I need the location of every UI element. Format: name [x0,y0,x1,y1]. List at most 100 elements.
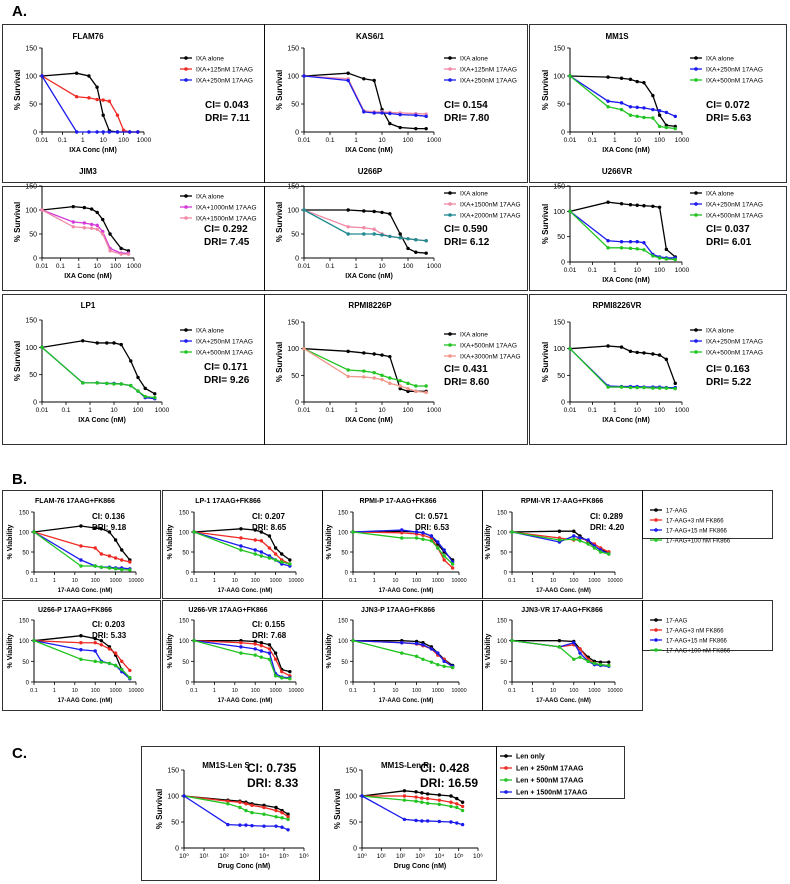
series-line [569,75,676,128]
data-point [101,217,105,222]
legend-label: IXA+1000nM 17AAG [196,205,257,212]
series-line [33,525,131,561]
y-tick-label: 0 [561,400,565,407]
y-tick-label: 100 [497,639,508,645]
data-point [420,791,424,795]
y-axis-label: % Viability [485,633,492,668]
data-point [460,822,465,827]
data-point [267,647,272,651]
chart-title: MM1S-Len R [381,761,429,770]
data-point [557,638,562,643]
data-point [239,548,243,552]
data-point [425,819,430,823]
data-point [424,251,428,255]
data-point [32,530,36,534]
x-tick-label: 10⁵ [454,853,464,860]
x-tick-label: 1 [77,263,81,270]
y-tick-label: 0 [186,571,190,577]
data-point [259,641,264,645]
data-point [286,812,290,816]
legend-label: IXA+250nM 17AAG [460,78,517,85]
data-point [651,204,655,208]
data-point [119,246,123,251]
data-point [414,799,418,803]
legend-label: IXA alone [706,328,734,335]
series-line [193,640,291,677]
legend-marker [654,618,658,622]
data-point [95,130,99,134]
ci-dri-annotation: DRI= 6.01 [706,237,752,248]
data-point [99,565,104,569]
data-point [32,638,36,643]
data-point [273,546,278,550]
data-point [362,369,366,373]
legend-label: IXA+125nM 17AAG [460,67,517,74]
data-point [657,124,662,129]
y-tick-label: 0 [186,681,190,687]
legend-marker [184,328,188,332]
data-point [101,113,105,117]
legend-marker [184,67,188,71]
x-tick-label: 10³ [415,853,425,860]
data-point [673,126,677,131]
ci-dri-annotation: DRI= 9.26 [204,375,250,386]
x-tick-label: 0.1 [588,267,597,274]
data-point [380,373,384,378]
series-line [41,346,155,399]
data-point [606,385,610,389]
x-tick-label: 10 [550,578,556,584]
legend-label: 17-AAG+15 nM FK866 [666,639,728,645]
ci-dri-annotation: DRI: 16.59 [420,776,478,790]
data-point [436,651,440,655]
data-point [642,385,646,390]
y-tick-label: 100 [338,531,349,537]
data-point [95,223,99,228]
legend-label: 17-AAG+100 nM FK866 [666,539,731,545]
data-point [107,661,112,666]
data-point [351,638,355,643]
x-tick-label: 1000 [588,578,600,584]
x-tick-label: 10000 [607,688,622,694]
x-tick-label: 10 [634,407,642,414]
data-point [259,554,264,558]
data-point [99,638,104,643]
legend-marker [184,56,188,60]
y-axis-label: % Survival [333,789,342,829]
x-tick-label: 100 [412,578,421,584]
section-label-a: A. [12,3,27,20]
data-point [99,643,104,647]
series-line [352,529,454,563]
series-line [303,348,427,394]
data-point [99,552,104,556]
x-tick-label: 10 [72,578,78,584]
data-point [414,126,418,131]
data-point [442,664,446,668]
y-tick-label: 150 [179,619,190,625]
data-point [664,125,669,130]
x-tick-label: 10000 [451,688,466,694]
data-point [79,524,83,528]
x-axis-label: 17-AAG Conc. (nM) [58,698,113,704]
data-point [420,796,424,800]
data-point [628,240,633,244]
data-point [302,346,306,351]
legend-label: Len + 250nM 17AAG [516,766,584,773]
data-point [239,544,243,548]
x-tick-label: 0.1 [349,688,357,694]
data-point [619,202,624,206]
data-point [259,655,264,659]
data-point [651,116,655,120]
data-point [572,529,576,533]
ci-dri-annotation: CI= 0.292 [204,224,248,235]
data-point [95,85,99,89]
data-point [126,249,131,253]
data-point [288,669,292,674]
panel-border [482,600,643,711]
data-point [586,542,590,546]
y-tick-label: 100 [25,345,37,352]
x-tick-label: 1000 [675,267,690,274]
data-point [578,655,582,659]
x-tick-label: 100 [118,137,129,144]
chart-panel: U266-VR 17AAG+FK866 0 50 100 150 0.1 1 10 100 100… [162,600,323,711]
data-point [398,378,402,383]
